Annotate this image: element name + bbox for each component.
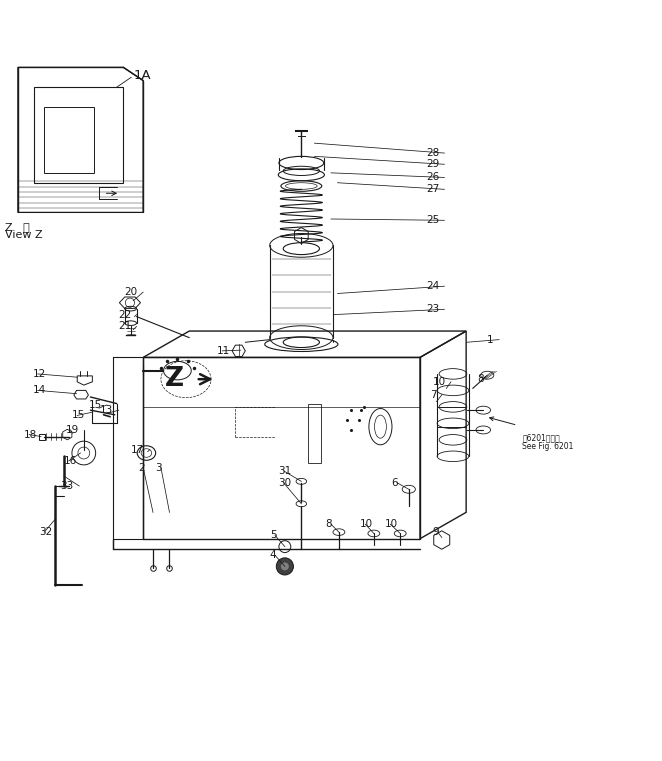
Text: 31: 31: [278, 466, 291, 476]
Text: 30: 30: [278, 478, 291, 488]
Text: 9: 9: [432, 527, 439, 537]
Text: 第6201図参照: 第6201図参照: [522, 433, 560, 442]
Text: 28: 28: [426, 148, 439, 158]
Text: 6: 6: [392, 478, 399, 488]
Text: 27: 27: [426, 184, 439, 194]
Text: 11: 11: [217, 345, 230, 356]
Text: 20: 20: [124, 287, 138, 297]
Text: 5: 5: [269, 530, 276, 540]
Text: 18: 18: [24, 429, 37, 440]
Text: 8: 8: [326, 519, 332, 529]
Text: 24: 24: [426, 282, 439, 291]
Text: 22: 22: [118, 310, 131, 320]
Text: 10: 10: [360, 519, 373, 529]
Text: 10: 10: [432, 377, 446, 387]
Text: Z   視: Z 視: [5, 222, 29, 232]
Text: 10: 10: [385, 519, 398, 529]
Text: 15: 15: [72, 410, 85, 420]
Text: 32: 32: [39, 527, 52, 537]
Text: 8: 8: [477, 374, 484, 384]
Text: 19: 19: [66, 425, 79, 435]
Text: 29: 29: [426, 159, 439, 169]
Text: 13: 13: [100, 405, 113, 416]
Text: 1A: 1A: [133, 68, 151, 81]
Text: 2: 2: [138, 463, 144, 473]
Text: 14: 14: [32, 385, 46, 396]
Text: 25: 25: [426, 215, 439, 225]
Text: 16: 16: [64, 456, 77, 466]
Text: 17: 17: [131, 444, 144, 455]
Text: See Fig. 6201: See Fig. 6201: [522, 442, 573, 451]
Text: 12: 12: [32, 369, 46, 379]
Bar: [44, 107, 94, 173]
Text: 4: 4: [269, 550, 276, 560]
Bar: [308, 403, 321, 463]
Text: 7: 7: [430, 390, 436, 400]
Text: 33: 33: [61, 481, 74, 491]
Text: 21: 21: [118, 321, 131, 332]
Text: 3: 3: [156, 463, 162, 473]
Circle shape: [281, 562, 289, 570]
Text: 15: 15: [88, 400, 101, 410]
Text: 23: 23: [426, 304, 439, 314]
Text: View Z: View Z: [5, 231, 42, 240]
Text: 26: 26: [426, 173, 439, 183]
Circle shape: [276, 558, 293, 575]
Text: Z: Z: [165, 366, 184, 392]
Text: 1: 1: [487, 335, 494, 345]
Bar: [34, 88, 123, 183]
